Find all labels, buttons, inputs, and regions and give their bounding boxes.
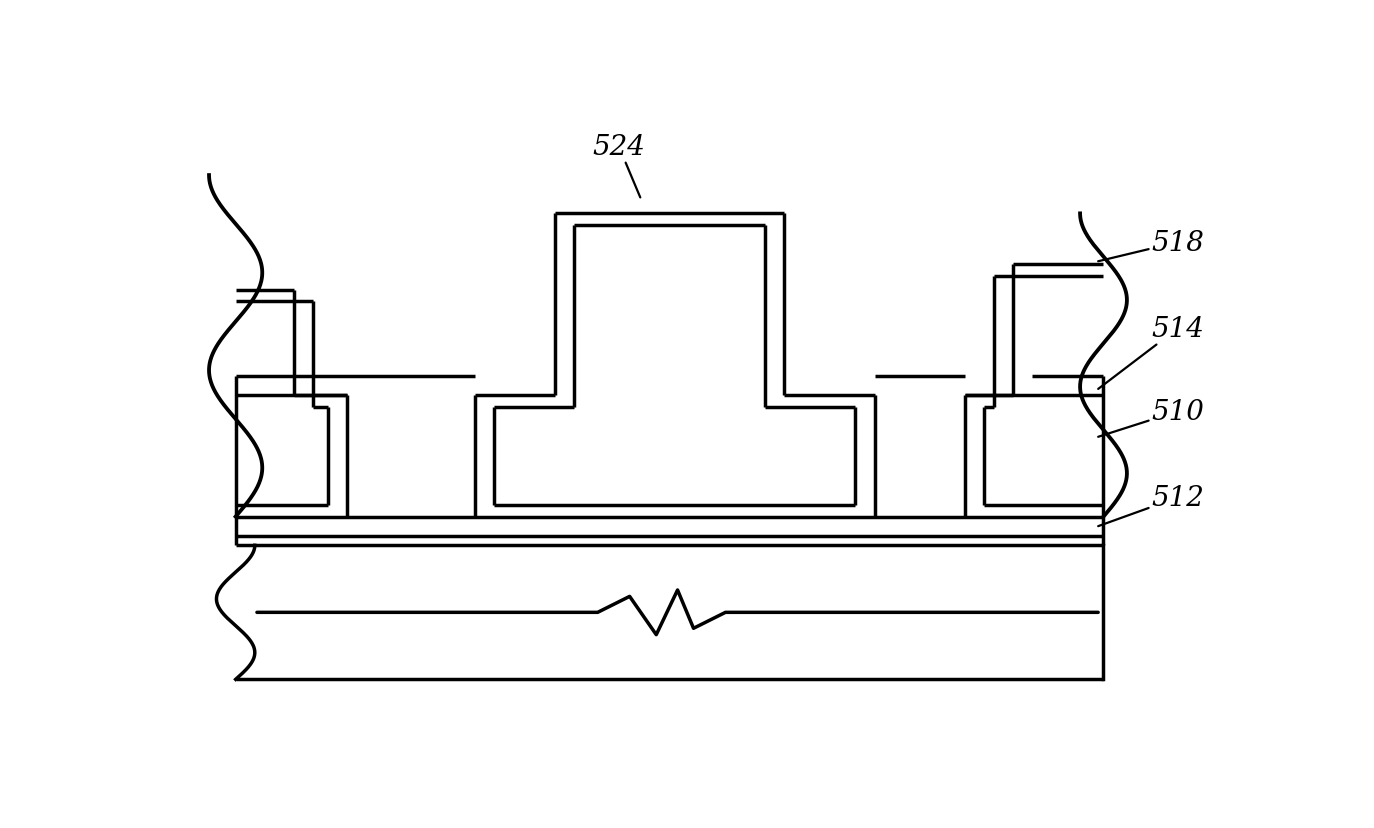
Text: 510: 510 [1098, 398, 1204, 437]
Text: 514: 514 [1098, 315, 1204, 389]
Text: 524: 524 [592, 133, 646, 198]
Text: 518: 518 [1098, 229, 1204, 262]
Text: 512: 512 [1098, 484, 1204, 527]
